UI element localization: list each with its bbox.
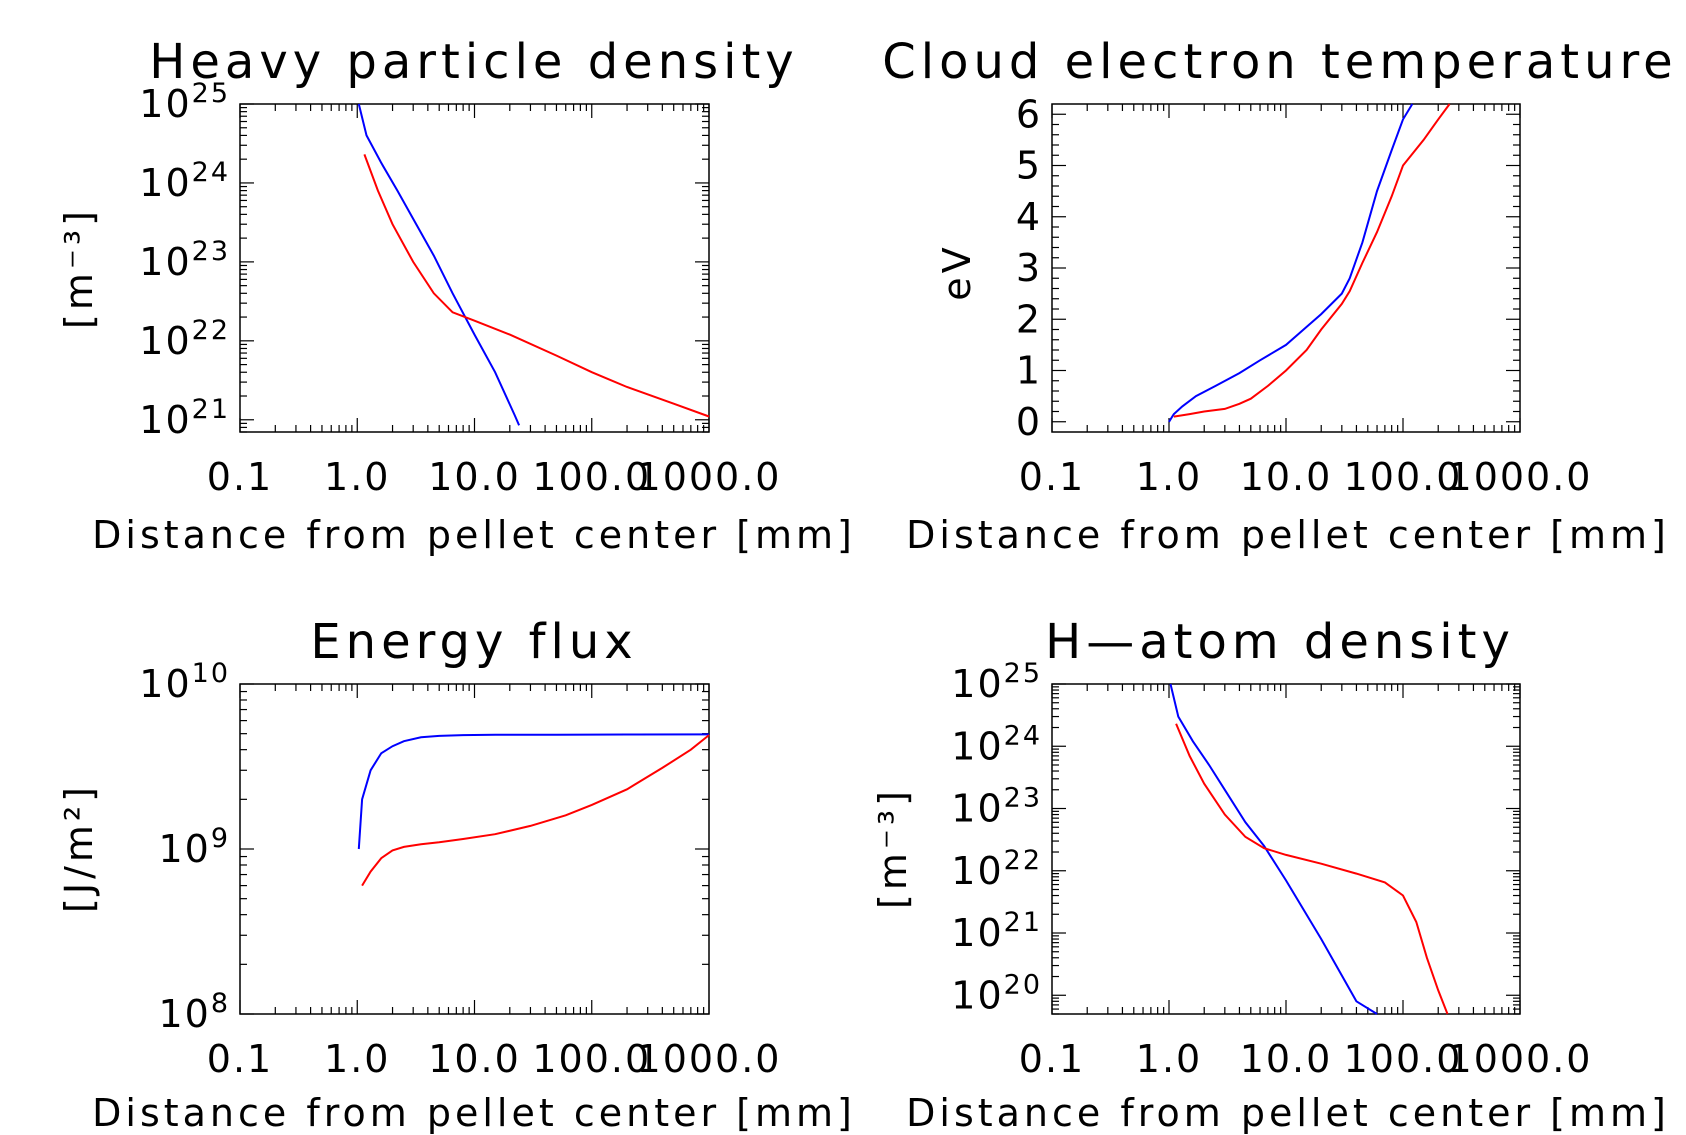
y-tick-label: 0	[1016, 400, 1042, 444]
y-tick-label: 1021	[139, 394, 230, 442]
y-axis-label: [m⁻³]	[871, 787, 915, 909]
y-tick-label: 109	[158, 823, 230, 871]
x-tick-label: 1.0	[1136, 1037, 1202, 1081]
y-tick-label: 1020	[951, 969, 1042, 1017]
y-tick-label: 1024	[951, 720, 1042, 768]
panel-title: H—atom density	[1045, 614, 1515, 670]
y-tick-label: 1025	[139, 78, 230, 126]
y-axis-label: [m⁻³]	[57, 207, 101, 329]
y-tick-label: 6	[1016, 92, 1042, 136]
x-tick-label: 0.1	[207, 1037, 273, 1081]
series-line-0	[1169, 683, 1378, 1015]
x-axis-label: Distance from pellet center [mm]	[92, 513, 856, 557]
y-tick-label: 1023	[139, 236, 230, 284]
x-tick-label: 0.1	[1019, 1037, 1085, 1081]
panel-title: Cloud electron temperature	[882, 34, 1677, 90]
y-tick-label: 2	[1016, 297, 1042, 341]
series-line-1	[363, 154, 710, 418]
y-tick-label: 1	[1016, 349, 1042, 393]
plot-frame	[1051, 683, 1521, 1015]
y-tick-label: 1022	[139, 315, 230, 363]
x-tick-label: 1000.0	[1448, 1037, 1593, 1081]
series-line-1	[1175, 723, 1449, 1015]
plot-frame	[239, 103, 710, 433]
plot-frame	[1051, 103, 1521, 433]
x-tick-label: 0.1	[1019, 455, 1085, 499]
series-line-0	[357, 733, 710, 850]
x-tick-label: 100.0	[1344, 455, 1463, 499]
x-tick-label: 10.0	[1240, 1037, 1333, 1081]
y-tick-label: 1025	[951, 658, 1042, 706]
series-line-1	[1173, 103, 1451, 418]
y-tick-label: 1024	[139, 157, 230, 205]
series-line-0	[1168, 103, 1414, 423]
x-tick-label: 1000.0	[637, 455, 782, 499]
y-tick-label: 5	[1016, 144, 1042, 188]
x-tick-label: 10.0	[1240, 455, 1333, 499]
y-axis-label: eV	[935, 243, 979, 300]
x-tick-label: 0.1	[207, 455, 273, 499]
panel-cloud-electron-temperature: Cloud electron temperature Distance from…	[882, 34, 1677, 557]
x-tick-label: 1.0	[1136, 455, 1202, 499]
x-tick-label: 1000.0	[1448, 455, 1593, 499]
x-tick-label: 100.0	[1344, 1037, 1463, 1081]
y-axis-label: [J/m²]	[57, 783, 101, 913]
y-tick-label: 4	[1016, 195, 1042, 239]
panel-heavy-particle-density: Heavy particle density Distance from pel…	[57, 34, 856, 557]
y-tick-label: 108	[158, 988, 230, 1036]
x-tick-label: 100.0	[532, 455, 651, 499]
x-tick-label: 1000.0	[637, 1037, 782, 1081]
x-axis-label: Distance from pellet center [mm]	[906, 513, 1670, 557]
x-axis-label: Distance from pellet center [mm]	[906, 1091, 1670, 1135]
panel-h-atom-density: H—atom density Distance from pellet cent…	[871, 614, 1670, 1135]
y-tick-label: 3	[1016, 246, 1042, 290]
panel-title: Energy flux	[310, 614, 637, 670]
y-tick-label: 1023	[951, 783, 1042, 831]
y-tick-label: 1010	[139, 658, 230, 706]
x-tick-label: 1.0	[324, 455, 390, 499]
series-line-0	[357, 103, 521, 426]
panel-title: Heavy particle density	[149, 34, 798, 90]
series-line-1	[361, 734, 710, 887]
x-tick-label: 10.0	[428, 1037, 521, 1081]
panel-energy-flux: Energy flux Distance from pellet center …	[57, 614, 856, 1135]
x-tick-label: 100.0	[532, 1037, 651, 1081]
y-tick-label: 1021	[951, 907, 1042, 955]
x-tick-label: 1.0	[324, 1037, 390, 1081]
y-tick-label: 1022	[951, 845, 1042, 893]
x-axis-label: Distance from pellet center [mm]	[92, 1091, 856, 1135]
x-tick-label: 10.0	[428, 455, 521, 499]
